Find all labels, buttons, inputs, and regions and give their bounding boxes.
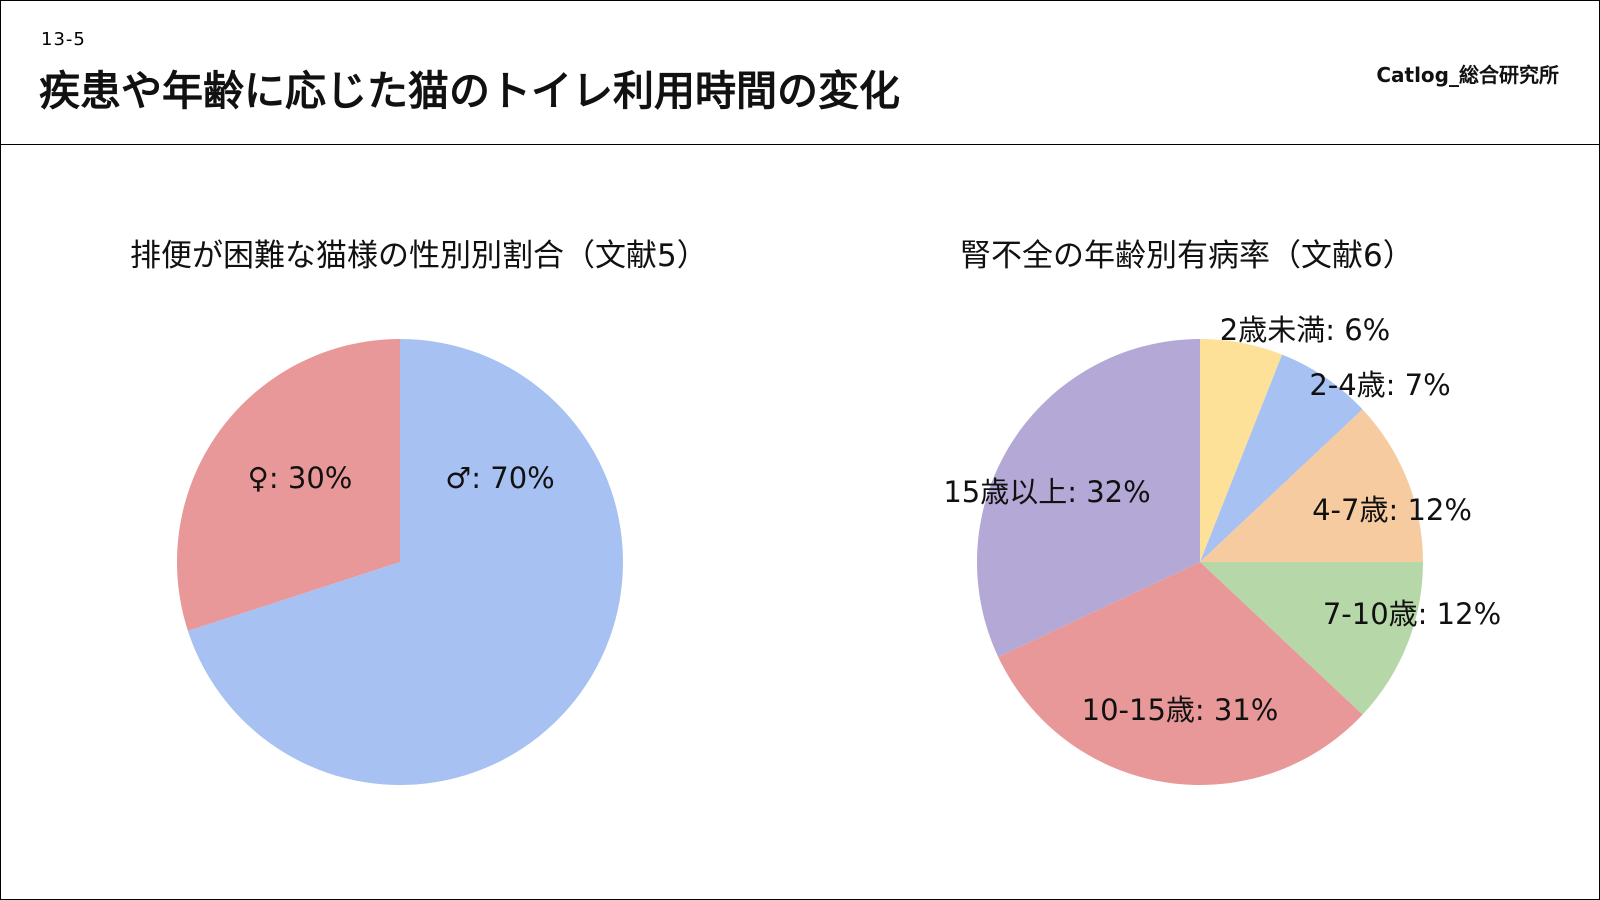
- pie-label-1-2: 4-7歳: 12%: [1312, 493, 1472, 527]
- pie-label-1-0: 2歳未満: 6%: [1220, 313, 1390, 347]
- pie-label-0-0: ♂: 70%: [445, 461, 554, 495]
- pie-slice-0-0: [187, 339, 623, 785]
- pie-label-1-1: 2-4歳: 7%: [1309, 368, 1450, 402]
- slide-title: 疾患や年齢に応じた猫のトイレ利用時間の変化: [39, 67, 900, 115]
- pie-slice-1-1: [1200, 354, 1363, 562]
- pie-slice-1-5: [977, 339, 1200, 657]
- pie-slice-1-0: [1200, 339, 1283, 562]
- slide-number: 13-5: [41, 29, 86, 50]
- pie-slice-1-4: [998, 562, 1363, 785]
- pie-label-0-1: ♀: 30%: [248, 461, 353, 495]
- chart-title-kidney-age: 腎不全の年齢別有病率（文献6）: [960, 238, 1414, 274]
- chart-title-sex-ratio: 排便が困難な猫様の性別別割合（文献5）: [130, 238, 708, 274]
- brand-logo-text: Catlog_総合研究所: [1376, 63, 1559, 87]
- pie-slice-0-1: [176, 339, 400, 631]
- pie-slice-1-3: [1200, 562, 1423, 715]
- pie-chart-kidney-age: 2歳未満: 6% 2-4歳: 7% 4-7歳: 12% 7-10歳: 12% 10-15…: [943, 313, 1501, 785]
- pie-label-1-4: 10-15歳: 31%: [1082, 693, 1279, 727]
- slide-header: 13-5 疾患や年齢に応じた猫のトイレ利用時間の変化 Catlog_総合研究所: [1, 1, 1599, 145]
- pie-chart-sex-ratio: ♂: 70% ♀: 30%: [176, 339, 623, 785]
- pie-label-1-3: 7-10歳: 12%: [1323, 597, 1501, 631]
- pie-label-1-5: 15歳以上: 32%: [943, 475, 1150, 509]
- pie-slice-1-2: [1200, 409, 1423, 562]
